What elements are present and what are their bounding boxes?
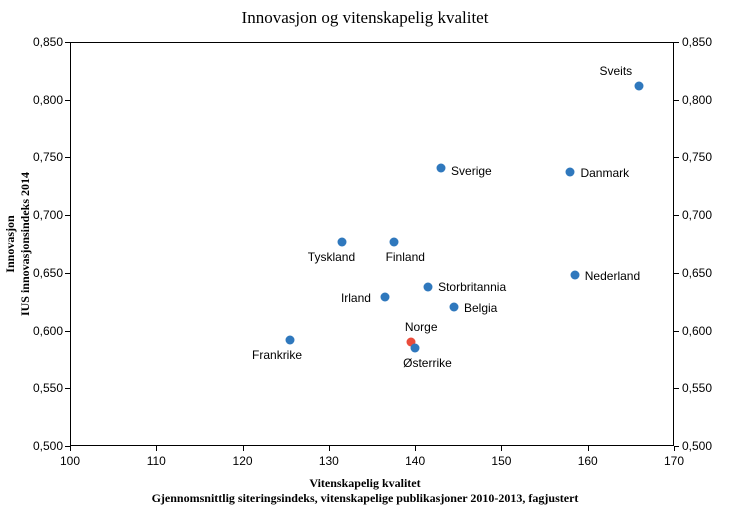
data-point-label: Norge xyxy=(405,320,438,334)
y-tick-label-right: 0,700 xyxy=(682,208,712,222)
y-tick-mark xyxy=(674,215,679,216)
y-tick-label-right: 0,750 xyxy=(682,150,712,164)
x-tick-mark xyxy=(70,446,71,451)
data-point xyxy=(411,343,420,352)
data-point xyxy=(424,282,433,291)
x-tick-mark xyxy=(243,446,244,451)
y-tick-label-right: 0,500 xyxy=(682,439,712,453)
data-point xyxy=(286,335,295,344)
y-tick-mark xyxy=(674,388,679,389)
x-tick-label: 140 xyxy=(405,454,425,468)
y-tick-label-left: 0,550 xyxy=(25,381,63,395)
y-axis-label-line1: Innovasjon xyxy=(3,172,18,316)
x-tick-mark xyxy=(501,446,502,451)
data-point xyxy=(337,237,346,246)
y-tick-mark xyxy=(65,331,70,332)
x-axis-label-line2: Gjennomsnittlig siteringsindeks, vitensk… xyxy=(0,491,730,506)
y-tick-label-left: 0,500 xyxy=(25,439,63,453)
y-tick-label-right: 0,850 xyxy=(682,35,712,49)
y-axis-label-text: InnovasjonIUS innovasjonsindeks 2014 xyxy=(3,172,33,316)
y-tick-label-left: 0,850 xyxy=(25,35,63,49)
x-tick-label: 130 xyxy=(319,454,339,468)
y-tick-label-left: 0,800 xyxy=(25,93,63,107)
y-tick-mark xyxy=(65,215,70,216)
y-tick-mark xyxy=(674,42,679,43)
data-point xyxy=(389,237,398,246)
data-point-label: Danmark xyxy=(580,166,629,180)
y-tick-mark xyxy=(674,157,679,158)
y-tick-label-right: 0,600 xyxy=(682,324,712,338)
data-point-label: Belgia xyxy=(464,301,497,315)
data-point-label: Sverige xyxy=(451,164,492,178)
data-point xyxy=(437,163,446,172)
x-tick-label: 150 xyxy=(491,454,511,468)
y-tick-label-left: 0,750 xyxy=(25,150,63,164)
data-point xyxy=(570,271,579,280)
plot-area xyxy=(70,42,674,446)
y-axis-label-line2: IUS innovasjonsindeks 2014 xyxy=(18,172,33,316)
scatter-chart: Innovasjon og vitenskapelig kvalitet 0,5… xyxy=(0,0,730,528)
x-tick-mark xyxy=(415,446,416,451)
x-tick-label: 100 xyxy=(60,454,80,468)
x-tick-label: 110 xyxy=(147,454,166,468)
data-point-label: Nederland xyxy=(585,269,640,283)
data-point-label: Storbritannia xyxy=(438,280,506,294)
data-point xyxy=(635,81,644,90)
x-tick-mark xyxy=(588,446,589,451)
x-tick-mark xyxy=(674,446,675,451)
data-point xyxy=(566,168,575,177)
y-tick-label-left: 0,600 xyxy=(25,324,63,338)
data-point-label: Frankrike xyxy=(252,348,302,362)
x-tick-label: 170 xyxy=(664,454,684,468)
y-tick-mark xyxy=(65,157,70,158)
data-point xyxy=(380,293,389,302)
y-tick-mark xyxy=(674,100,679,101)
y-tick-label-right: 0,650 xyxy=(682,266,712,280)
chart-title: Innovasjon og vitenskapelig kvalitet xyxy=(0,8,730,28)
x-tick-mark xyxy=(329,446,330,451)
data-point-label: Irland xyxy=(341,291,371,305)
data-point-label: Finland xyxy=(386,250,425,264)
data-point-label: Tyskland xyxy=(308,250,355,264)
y-tick-mark xyxy=(65,100,70,101)
y-tick-mark xyxy=(65,42,70,43)
data-point-label: Sveits xyxy=(599,64,632,78)
x-axis-label-text: Vitenskapelig kvalitetGjennomsnittlig si… xyxy=(0,476,730,506)
y-tick-mark xyxy=(65,273,70,274)
y-tick-label-right: 0,550 xyxy=(682,381,712,395)
x-tick-label: 160 xyxy=(578,454,598,468)
x-tick-mark xyxy=(156,446,157,451)
y-tick-mark xyxy=(674,331,679,332)
y-tick-label-right: 0,800 xyxy=(682,93,712,107)
data-point-label: Østerrike xyxy=(403,356,452,370)
x-tick-label: 120 xyxy=(233,454,253,468)
y-tick-mark xyxy=(674,273,679,274)
data-point xyxy=(449,303,458,312)
x-axis-label-line1: Vitenskapelig kvalitet xyxy=(0,476,730,491)
y-tick-mark xyxy=(65,388,70,389)
